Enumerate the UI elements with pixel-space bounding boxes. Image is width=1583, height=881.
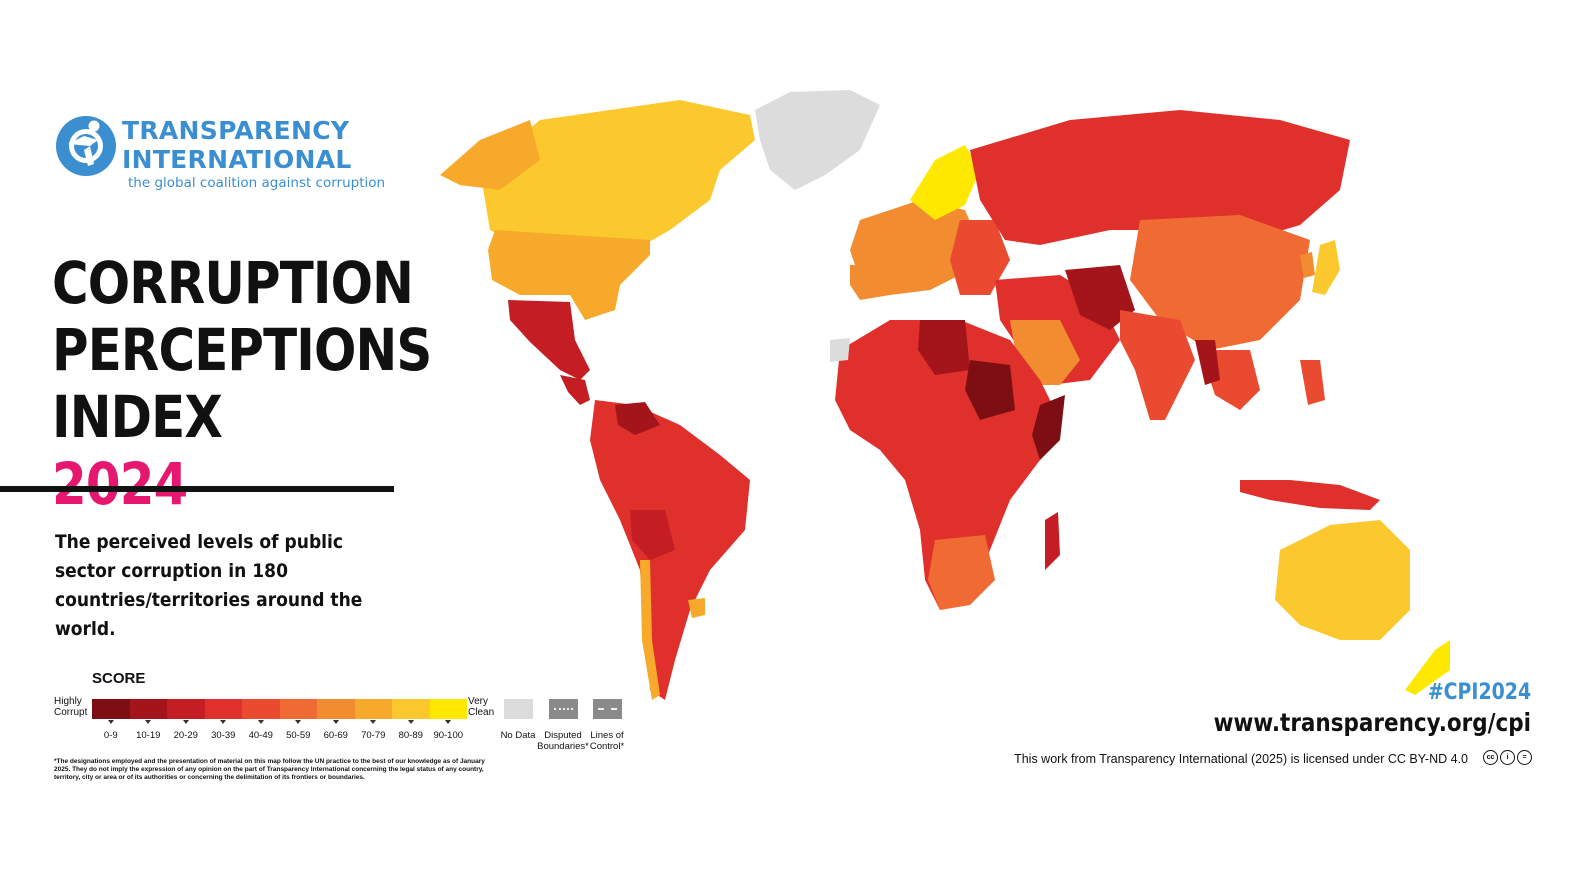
legend-swatch-80-89: [392, 699, 430, 724]
legend-bin-label: 0-9: [103, 730, 118, 741]
legend-swatch-10-19: [129, 699, 167, 724]
lines-of-control-swatch: [593, 699, 622, 719]
legend-bin-label: 60-69: [323, 730, 348, 741]
legend-bin-labels: 0-9 10-19 20-29 30-39 40-49 50-59 60-69 70-79 80…: [92, 730, 467, 741]
region-alaska: [440, 120, 540, 190]
region-korea: [1300, 252, 1315, 278]
logo-name: TRANSPARENCY INTERNATIONAL: [122, 116, 352, 174]
region-chile: [640, 560, 660, 700]
legend-bin-label: 70-79: [361, 730, 386, 741]
region-philippines: [1300, 360, 1325, 405]
hashtag: #CPI2024: [1427, 680, 1531, 705]
legend-title: SCORE: [92, 670, 146, 687]
lines-of-control-label: Lines of Control*: [589, 730, 625, 752]
region-india: [1120, 310, 1195, 420]
no-data-swatch: [504, 699, 533, 719]
region-scandinavia: [910, 145, 980, 220]
disputed-boundaries-label: Disputed Boundaries*: [537, 730, 589, 752]
legend-bins: [92, 699, 467, 724]
region-iberia: [850, 265, 890, 300]
region-southern-africa: [928, 535, 995, 610]
region-myanmar: [1195, 340, 1220, 385]
region-indonesia: [1240, 480, 1380, 510]
disputed-boundaries-swatch: [549, 699, 578, 719]
region-madagascar: [1045, 512, 1060, 570]
region-central-america: [560, 375, 590, 405]
footnote: *The designations employed and the prese…: [54, 758, 485, 781]
region-sudan: [965, 360, 1015, 420]
logo-tagline: the global coalition against corruption: [128, 175, 386, 191]
logo-name-line2: INTERNATIONAL: [122, 145, 352, 174]
title-year: 2024: [52, 450, 188, 518]
logo-name-line1: TRANSPARENCY: [122, 116, 350, 145]
region-western-sahara: [830, 338, 850, 362]
legend-swatch-60-69: [317, 699, 355, 724]
score-legend: SCORE Highly Corrupt Very Clean 0-9 10-19…: [54, 670, 654, 760]
region-bolivia: [630, 510, 675, 560]
region-usa: [488, 230, 650, 320]
legend-bin-label: 20-29: [173, 730, 198, 741]
legend-left-label: Highly Corrupt: [54, 696, 88, 718]
region-russia: [970, 110, 1350, 245]
legend-bin-label: 30-39: [211, 730, 236, 741]
region-iran-afghanistan: [1065, 265, 1135, 330]
title-line2: PERCEPTIONS: [52, 316, 432, 384]
legend-swatch-40-49: [242, 699, 280, 724]
legend-swatch-70-79: [354, 699, 392, 724]
no-data-label: No Data: [500, 730, 536, 741]
region-australia: [1275, 520, 1410, 640]
region-eastern-europe: [950, 220, 1010, 295]
region-china: [1130, 215, 1310, 350]
title-line3: INDEX 2024: [52, 384, 362, 518]
legend-swatch-50-59: [279, 699, 317, 724]
nd-icon: =: [1517, 750, 1532, 765]
region-mexico: [508, 300, 590, 380]
by-icon: i: [1500, 750, 1515, 765]
license-icons: cc i =: [1483, 750, 1532, 765]
title-divider: [0, 486, 394, 492]
legend-swatch-0-9: [92, 699, 130, 724]
legend-bin-label: 40-49: [248, 730, 273, 741]
description: The perceived levels of public sector co…: [55, 531, 363, 640]
region-somalia: [1032, 395, 1065, 460]
world-map: [440, 90, 1450, 700]
legend-swatch-90-100: [429, 699, 467, 724]
region-canada: [480, 100, 755, 250]
region-venezuela: [615, 402, 660, 435]
legend-swatch-30-39: [204, 699, 242, 724]
legend-right-label: Very Clean: [468, 696, 495, 718]
lines-of-control-icon: [598, 708, 617, 710]
title-line3-prefix: INDEX: [52, 383, 223, 451]
legend-bin-label: 50-59: [286, 730, 311, 741]
legend-bin-label: 90-100: [433, 730, 464, 741]
region-uruguay: [688, 598, 705, 618]
region-new-zealand: [1405, 640, 1450, 695]
title-line1: CORRUPTION: [52, 249, 414, 317]
transparency-international-logo-icon: [56, 116, 116, 176]
disputed-line-icon: [554, 708, 573, 710]
region-libya: [918, 320, 970, 375]
region-japan: [1312, 240, 1340, 295]
website-link[interactable]: www.transparency.org/cpi: [1213, 708, 1531, 737]
page-title: CORRUPTION PERCEPTIONS INDEX 2024: [52, 249, 432, 518]
cc-icon: cc: [1483, 750, 1498, 765]
region-greenland: [755, 90, 880, 190]
legend-swatch-20-29: [167, 699, 205, 724]
logo: TRANSPARENCY INTERNATIONAL the global co…: [54, 112, 394, 197]
legend-bin-label: 10-19: [136, 730, 161, 741]
legend-bin-label: 80-89: [398, 730, 423, 741]
license-text: This work from Transparency Internationa…: [1014, 752, 1468, 766]
